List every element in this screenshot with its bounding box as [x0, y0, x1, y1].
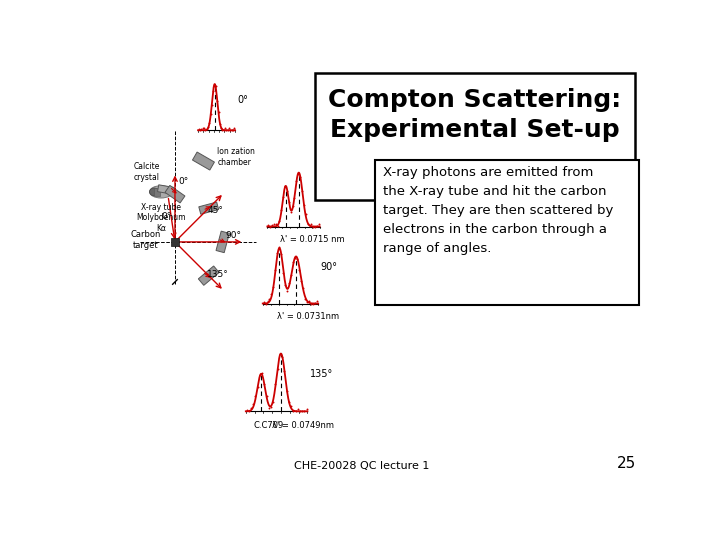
Text: 25: 25 — [617, 456, 636, 471]
Text: Ion zation
chamber: Ion zation chamber — [217, 147, 255, 167]
Polygon shape — [198, 266, 219, 285]
Bar — [375, 160, 639, 305]
Polygon shape — [158, 185, 174, 194]
Text: 45°: 45° — [322, 186, 339, 197]
Text: Compton Scattering:
Experimental Set-up: Compton Scattering: Experimental Set-up — [328, 87, 621, 142]
Text: 0°: 0° — [238, 95, 248, 105]
Bar — [315, 72, 634, 200]
Text: λ' = 0.0749nm: λ' = 0.0749nm — [271, 421, 333, 429]
Text: 90°: 90° — [320, 262, 338, 273]
Polygon shape — [192, 152, 215, 170]
Text: 90°: 90° — [225, 231, 241, 240]
Text: 135°: 135° — [207, 269, 229, 279]
Text: λ' = 0.0731nm: λ' = 0.0731nm — [276, 312, 338, 321]
Polygon shape — [199, 202, 219, 214]
Bar — [171, 238, 179, 246]
Polygon shape — [165, 185, 185, 203]
Text: λ' = 0.0715 nm: λ' = 0.0715 nm — [281, 235, 345, 244]
Ellipse shape — [150, 188, 159, 195]
Ellipse shape — [150, 186, 173, 198]
Bar — [154, 188, 161, 195]
Text: 135°: 135° — [310, 369, 333, 379]
Text: X-ray tube
Molybdenum
Kα: X-ray tube Molybdenum Kα — [136, 202, 186, 233]
Text: 0°: 0° — [161, 212, 171, 221]
Text: C.C709: C.C709 — [253, 421, 284, 429]
Text: 0°: 0° — [178, 177, 189, 186]
Text: 45°: 45° — [207, 206, 223, 214]
Polygon shape — [216, 231, 230, 253]
Text: CHE-20028 QC lecture 1: CHE-20028 QC lecture 1 — [294, 461, 429, 471]
Text: Calcite
crystal: Calcite crystal — [133, 163, 160, 182]
Text: X-ray photons are emitted from
the X-ray tube and hit the carbon
target. They ar: X-ray photons are emitted from the X-ray… — [383, 166, 613, 255]
Text: Carbon
target: Carbon target — [130, 230, 161, 251]
